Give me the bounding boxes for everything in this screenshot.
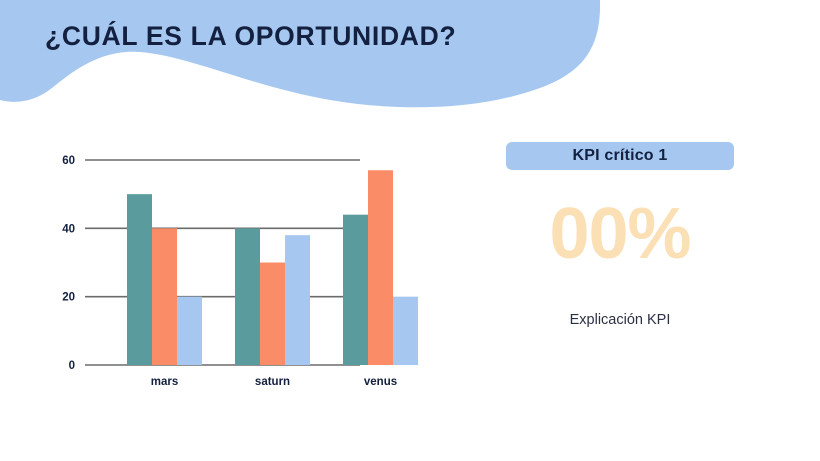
kpi-badge[interactable]: KPI crítico 1	[506, 142, 734, 170]
bar	[127, 194, 152, 365]
bar	[235, 228, 260, 365]
bar	[343, 214, 368, 365]
kpi-panel: KPI crítico 1 00% Explicación KPI	[490, 130, 790, 360]
header-wave-decoration	[0, 0, 820, 130]
kpi-caption: Explicación KPI	[569, 312, 671, 328]
bar	[285, 235, 310, 365]
bar	[368, 170, 393, 365]
page-title: ¿CUÁL ES LA OPORTUNIDAD?	[45, 21, 457, 51]
chart-y-axis-labels: 0 20 40 60	[62, 155, 75, 372]
bar	[260, 262, 285, 365]
x-axis-category-label: saturn	[255, 376, 290, 388]
chart-category-labels: mars saturn venus	[151, 376, 397, 388]
bar	[393, 296, 418, 365]
kpi-badge-label: KPI crítico 1	[572, 147, 668, 164]
y-axis-tick-label: 20	[62, 292, 75, 304]
bar	[152, 228, 177, 365]
bar	[177, 296, 202, 365]
chart-gridlines	[85, 159, 360, 366]
chart-bars	[127, 170, 418, 365]
x-axis-category-label: mars	[151, 376, 179, 388]
kpi-value: 00%	[549, 194, 691, 274]
y-axis-tick-label: 0	[69, 360, 75, 372]
y-axis-tick-label: 60	[62, 155, 75, 167]
y-axis-tick-label: 40	[62, 223, 75, 235]
wave-shape	[0, 0, 601, 108]
x-axis-category-label: venus	[364, 376, 397, 388]
bar-chart: 0 20 40 60 mars saturn venus	[0, 130, 480, 400]
